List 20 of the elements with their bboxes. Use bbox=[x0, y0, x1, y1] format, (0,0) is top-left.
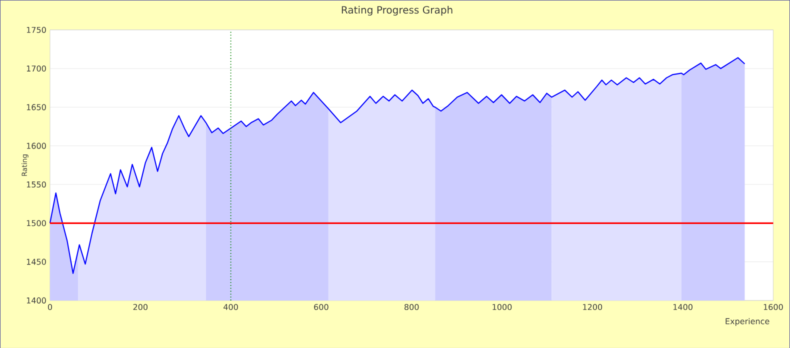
x-tick-label: 1400 bbox=[673, 304, 692, 310]
x-tick-label: 600 bbox=[314, 304, 328, 310]
y-tick-label: 1400 bbox=[26, 297, 46, 304]
chart-title: Rating Progress Graph bbox=[342, 6, 452, 16]
line-series bbox=[49, 56, 746, 274]
y-tick-label: 1750 bbox=[26, 26, 46, 33]
y-tick-label: 1450 bbox=[26, 258, 46, 265]
x-tick-label: 1000 bbox=[492, 304, 512, 310]
x-tick-label: 0 bbox=[48, 304, 52, 310]
x-tick-label: 400 bbox=[224, 304, 238, 310]
x-tick-label: 800 bbox=[404, 304, 419, 310]
x-tick-label: 1600 bbox=[764, 304, 783, 310]
x-axis-title: Experience bbox=[726, 318, 770, 326]
y-tick-label: 1650 bbox=[26, 104, 46, 110]
y-tick-label: 1500 bbox=[26, 220, 46, 226]
x-tick-label: 200 bbox=[133, 304, 148, 310]
x-tick-label: 1200 bbox=[583, 304, 602, 310]
y-tick-label: 1600 bbox=[26, 142, 46, 149]
y-tick-label: 1700 bbox=[26, 65, 46, 72]
y-tick-label: 1550 bbox=[26, 181, 46, 188]
